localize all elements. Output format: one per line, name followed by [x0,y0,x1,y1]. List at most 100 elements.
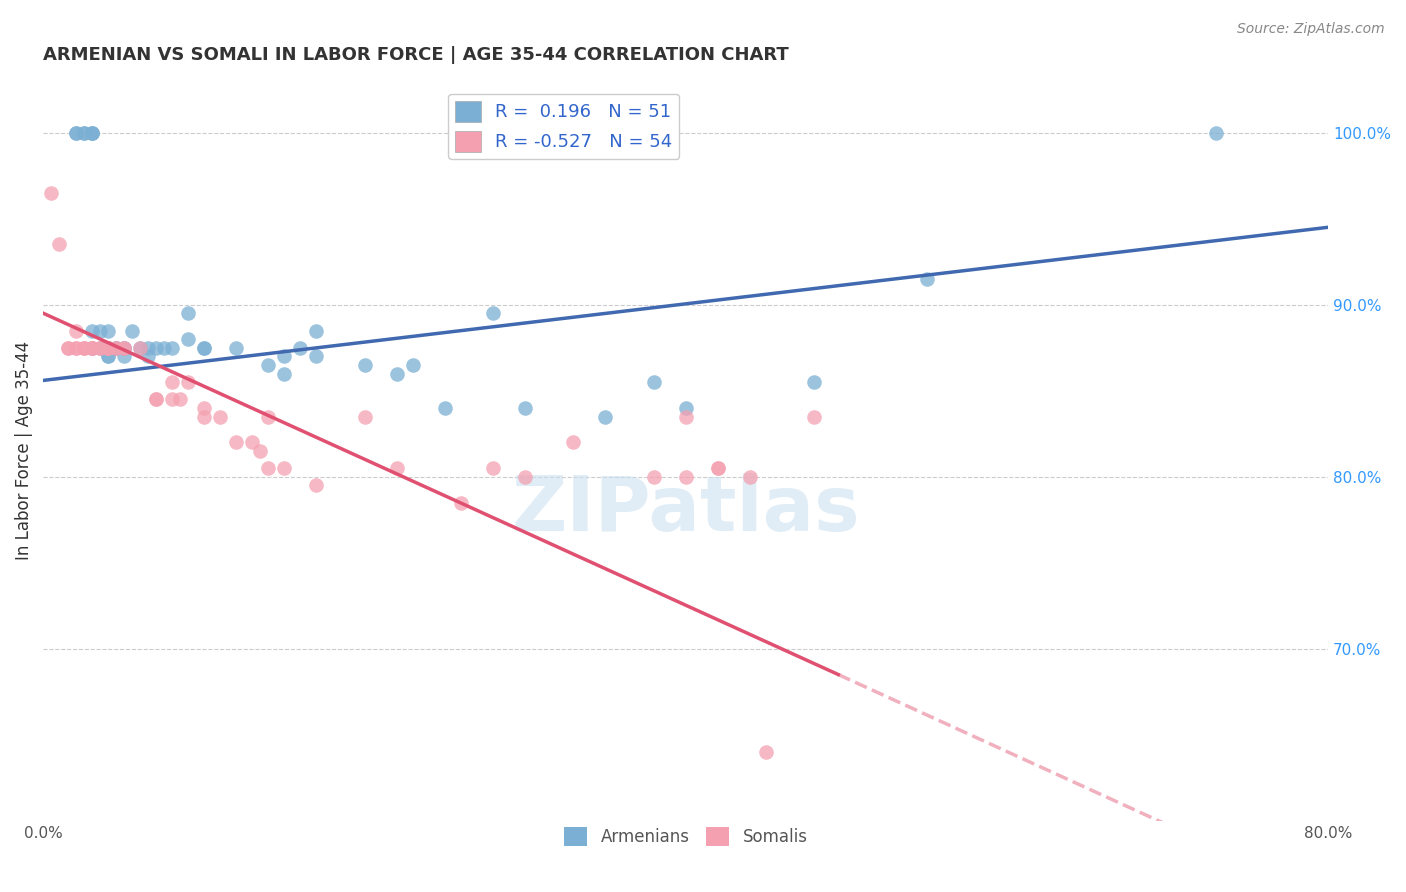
Point [65,126,87,140]
Point [515,469,537,483]
Point [177,375,200,389]
Point [89,341,111,355]
Point [72,126,94,140]
Point [128,341,150,355]
Point [41,186,63,200]
Point [121,324,143,338]
Point [755,745,778,759]
Point [193,341,215,355]
Point [160,341,183,355]
Point [290,341,312,355]
Point [562,435,585,450]
Point [305,478,328,492]
Point [353,358,375,372]
Point [169,392,191,407]
Point [305,324,328,338]
Point [803,375,825,389]
Point [97,324,120,338]
Point [48,237,70,252]
Point [450,495,472,509]
Point [112,341,135,355]
Point [89,341,111,355]
Point [273,367,295,381]
Point [72,126,94,140]
Point [80,126,103,140]
Text: ZIPatlas: ZIPatlas [512,473,860,547]
Point [915,272,938,286]
Point [738,469,761,483]
Point [643,469,665,483]
Point [209,409,232,424]
Point [80,126,103,140]
Point [112,341,135,355]
Point [89,324,111,338]
Point [72,341,94,355]
Point [65,324,87,338]
Text: ARMENIAN VS SOMALI IN LABOR FORCE | AGE 35-44 CORRELATION CHART: ARMENIAN VS SOMALI IN LABOR FORCE | AGE … [44,46,789,64]
Point [80,324,103,338]
Y-axis label: In Labor Force | Age 35-44: In Labor Force | Age 35-44 [15,342,32,560]
Point [89,341,111,355]
Point [153,341,176,355]
Point [160,392,183,407]
Point [675,401,697,415]
Point [112,349,135,363]
Point [72,341,94,355]
Point [136,341,159,355]
Point [56,341,79,355]
Point [225,435,247,450]
Point [257,358,280,372]
Point [97,349,120,363]
Point [136,349,159,363]
Point [80,341,103,355]
Point [305,349,328,363]
Text: Source: ZipAtlas.com: Source: ZipAtlas.com [1237,22,1385,37]
Legend: Armenians, Somalis: Armenians, Somalis [557,821,814,853]
Point [97,341,120,355]
Point [72,341,94,355]
Point [177,332,200,346]
Point [675,409,697,424]
Point [97,349,120,363]
Point [1205,126,1227,140]
Point [145,341,167,355]
Point [104,341,127,355]
Point [193,341,215,355]
Point [177,306,200,320]
Point [97,341,120,355]
Point [160,375,183,389]
Point [515,401,537,415]
Point [240,435,263,450]
Point [80,341,103,355]
Point [128,341,150,355]
Point [80,341,103,355]
Point [65,341,87,355]
Point [273,461,295,475]
Point [97,341,120,355]
Point [385,367,408,381]
Point [104,341,127,355]
Point [595,409,617,424]
Point [145,392,167,407]
Point [145,392,167,407]
Point [353,409,375,424]
Point [97,341,120,355]
Point [385,461,408,475]
Point [112,341,135,355]
Point [257,461,280,475]
Point [80,341,103,355]
Point [273,349,295,363]
Point [65,341,87,355]
Point [80,341,103,355]
Point [249,444,271,458]
Point [257,409,280,424]
Point [803,409,825,424]
Point [482,306,505,320]
Point [193,409,215,424]
Point [193,401,215,415]
Point [97,341,120,355]
Point [56,341,79,355]
Point [707,461,730,475]
Point [402,358,425,372]
Point [104,341,127,355]
